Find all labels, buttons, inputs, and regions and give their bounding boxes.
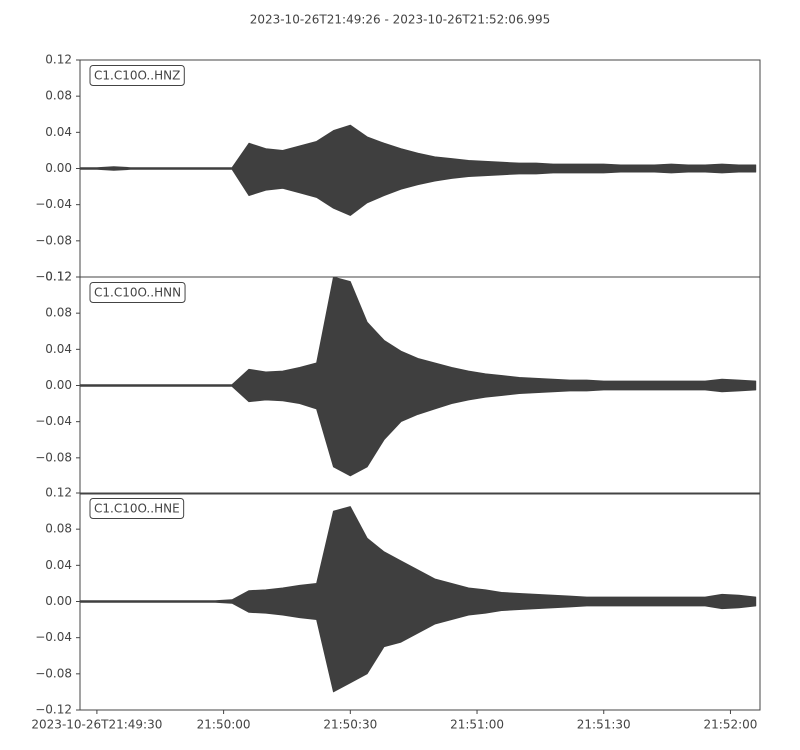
chart-title: 2023-10-26T21:49:26 - 2023-10-26T21:52:0… xyxy=(250,13,551,27)
x-tick-label: 21:52:00 xyxy=(704,718,758,732)
x-tick-label: 21:50:00 xyxy=(197,718,251,732)
y-tick-label: −0.04 xyxy=(35,630,72,644)
waveform xyxy=(79,124,757,216)
x-tick-label: 2023-10-26T21:49:30 xyxy=(31,718,162,732)
y-tick-label: −0.12 xyxy=(35,270,72,284)
waveform xyxy=(79,506,757,693)
y-tick-label: −0.08 xyxy=(35,233,72,247)
y-tick-label: 0.00 xyxy=(45,378,72,392)
y-tick-label: 0.12 xyxy=(45,53,72,67)
y-tick-label: 0.08 xyxy=(45,89,72,103)
y-tick-label: 0.08 xyxy=(45,306,72,320)
y-tick-label: −0.04 xyxy=(35,197,72,211)
y-tick-label: 0.08 xyxy=(45,522,72,536)
x-tick-label: 21:51:30 xyxy=(577,718,631,732)
y-tick-label: 0.00 xyxy=(45,594,72,608)
y-tick-label: −0.08 xyxy=(35,450,72,464)
trace-label-box xyxy=(89,498,185,519)
y-tick-label: 0.04 xyxy=(45,342,72,356)
y-tick-label: −0.08 xyxy=(35,666,72,680)
trace-label: C1.C10O..HNE xyxy=(94,502,180,516)
y-tick-label: 0.12 xyxy=(45,486,72,500)
y-tick-label: 0.12 xyxy=(45,270,72,284)
y-tick-label: −0.04 xyxy=(35,414,72,428)
waveform xyxy=(79,276,757,477)
trace-label-box xyxy=(89,65,185,86)
x-tick-label: 21:50:30 xyxy=(323,718,377,732)
y-tick-label: 0.04 xyxy=(45,558,72,572)
x-tick-label: 21:51:00 xyxy=(450,718,504,732)
y-tick-label: 0.00 xyxy=(45,161,72,175)
trace-label-box xyxy=(89,282,186,303)
y-tick-label: −0.12 xyxy=(35,703,72,717)
y-tick-label: 0.04 xyxy=(45,125,72,139)
trace-label: C1.C10O..HNZ xyxy=(94,69,180,83)
trace-label: C1.C10O..HNN xyxy=(94,286,181,300)
